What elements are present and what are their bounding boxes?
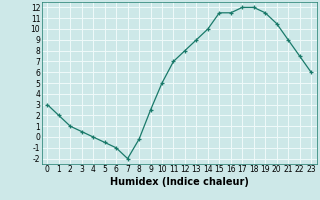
X-axis label: Humidex (Indice chaleur): Humidex (Indice chaleur)	[110, 177, 249, 187]
